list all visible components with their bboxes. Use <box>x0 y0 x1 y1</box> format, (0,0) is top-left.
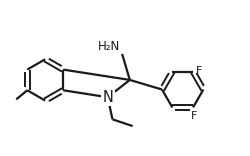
Text: F: F <box>191 111 197 121</box>
Text: F: F <box>196 66 202 76</box>
Text: N: N <box>102 90 113 105</box>
Text: H₂N: H₂N <box>98 40 120 54</box>
